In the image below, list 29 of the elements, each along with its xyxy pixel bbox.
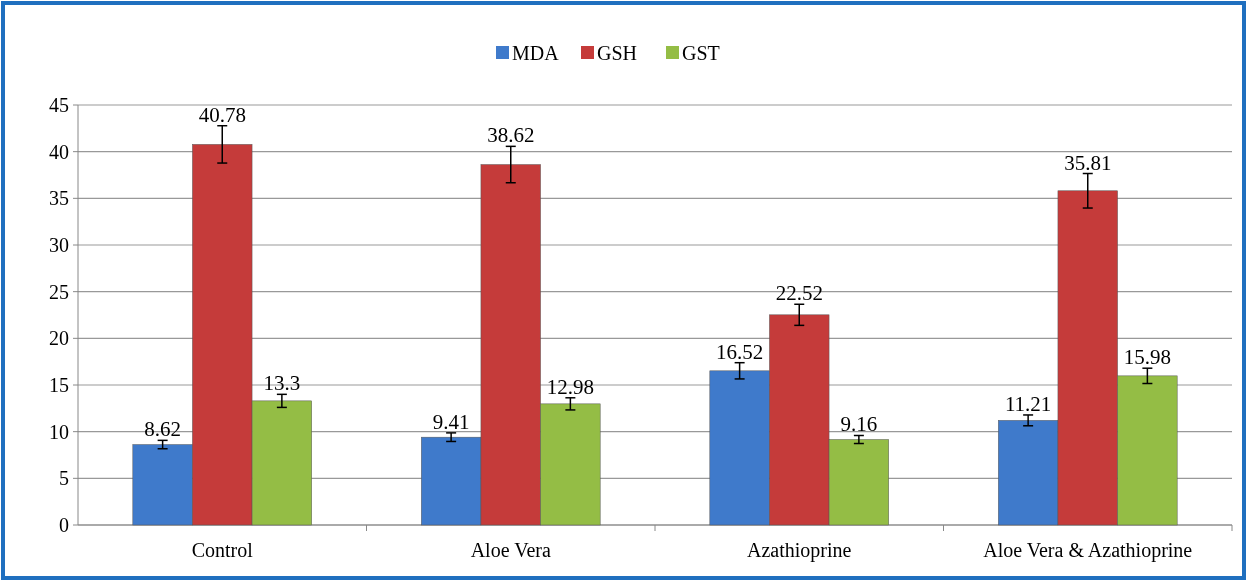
- data-label: 40.78: [198, 102, 246, 127]
- data-label: 13.3: [263, 371, 301, 396]
- data-label: 9.16: [840, 412, 878, 437]
- y-tick-label: 0: [59, 514, 69, 536]
- data-label: 15.98: [1123, 345, 1171, 370]
- y-tick-label: 15: [49, 374, 69, 396]
- x-tick-label: Aloe Vera & Azathioprine: [983, 539, 1193, 562]
- y-tick-label: 25: [49, 280, 69, 303]
- y-tick-label: 20: [49, 327, 69, 350]
- data-label: 9.41: [432, 409, 470, 434]
- x-tick-label: Azathioprine: [747, 539, 852, 562]
- y-tick-label: 35: [49, 187, 69, 210]
- legend-label: MDA: [512, 42, 560, 64]
- x-tick-label: Control: [191, 539, 254, 561]
- legend-label: GSH: [597, 42, 638, 64]
- data-label: 22.52: [775, 281, 823, 306]
- data-label: 8.62: [144, 417, 181, 442]
- data-label: 16.52: [716, 339, 764, 364]
- data-label: 35.81: [1064, 150, 1112, 175]
- y-tick-label: 40: [49, 140, 69, 163]
- y-tick-label: 45: [49, 94, 69, 116]
- data-label: 38.62: [487, 123, 535, 148]
- legend-label: GST: [682, 42, 720, 64]
- y-tick-label: 30: [49, 234, 69, 256]
- data-label: 11.21: [1004, 391, 1052, 416]
- data-label: 12.98: [546, 374, 594, 399]
- y-tick-label: 5: [59, 467, 69, 490]
- y-tick-label: 10: [49, 420, 69, 443]
- x-tick-label: Aloe Vera: [470, 539, 551, 561]
